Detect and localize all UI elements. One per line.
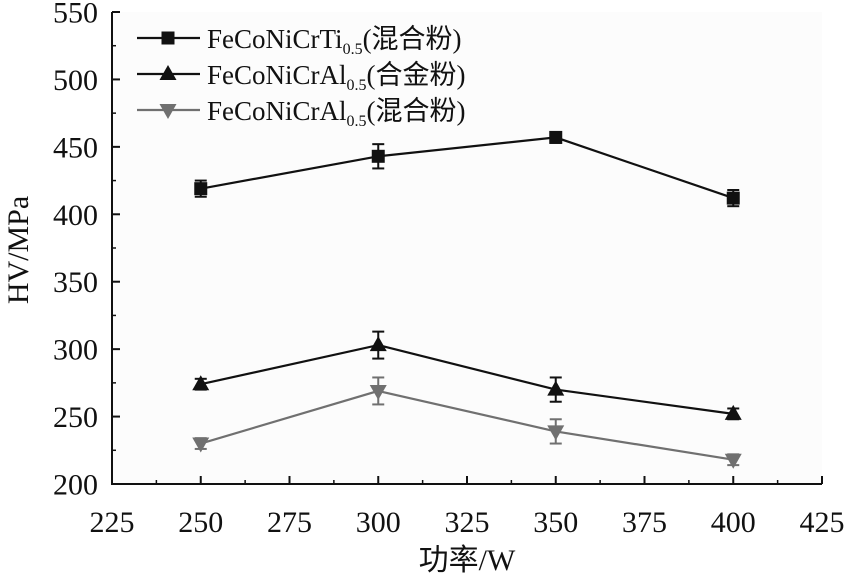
y-tick-label: 250 — [53, 401, 98, 434]
legend-label-subscript: 0.5 — [347, 113, 367, 130]
legend-label-suffix: (合金粉) — [367, 60, 466, 90]
legend-label-suffix: (混合粉) — [363, 24, 462, 54]
x-tick-label: 425 — [800, 506, 845, 539]
y-tick-label: 550 — [53, 0, 98, 30]
series-line — [200, 136, 734, 200]
legend-marker — [159, 65, 177, 80]
series-line — [200, 389, 734, 461]
x-tick-label: 375 — [622, 506, 667, 539]
x-axis-label: 功率/W — [419, 544, 516, 577]
data-point-marker — [724, 404, 742, 420]
data-point-marker — [549, 130, 563, 144]
plot-area — [112, 12, 822, 484]
x-tick-label: 300 — [356, 506, 401, 539]
data-point-marker — [192, 375, 210, 391]
legend-entry: FeCoNiCrAl0.5(混合粉) — [137, 96, 466, 130]
data-point-marker — [369, 384, 387, 400]
legend-entry: FeCoNiCrAl0.5(合金粉) — [137, 60, 466, 94]
legend-entry: FeCoNiCrTi0.5(混合粉) — [137, 24, 462, 58]
legend-label: FeCoNiCrTi0.5(混合粉) — [207, 24, 462, 58]
x-tick-label: 250 — [178, 506, 223, 539]
legend-label-subscript: 0.5 — [343, 41, 363, 58]
legend-marker — [161, 31, 175, 45]
legend-label-base: FeCoNiCrAl — [207, 96, 347, 126]
y-tick-label: 500 — [53, 64, 98, 97]
data-point-marker — [726, 191, 740, 205]
legend-label: FeCoNiCrAl0.5(混合粉) — [207, 96, 466, 130]
legend-label: FeCoNiCrAl0.5(合金粉) — [207, 60, 466, 94]
data-point-marker — [371, 149, 385, 163]
data-point-marker — [369, 336, 387, 352]
y-tick-label: 300 — [53, 334, 98, 367]
y-axis-label: HV/MPa — [2, 196, 35, 304]
x-tick-label: 400 — [711, 506, 756, 539]
series-line — [200, 343, 734, 415]
legend-label-subscript: 0.5 — [347, 77, 367, 94]
y-tick-label: 200 — [53, 469, 98, 502]
y-tick-label: 350 — [53, 266, 98, 299]
series-1 — [194, 130, 740, 208]
series-layer — [192, 130, 742, 469]
legend-label-base: FeCoNiCrTi — [207, 24, 343, 54]
data-point-marker — [192, 437, 210, 453]
legend-marker — [159, 104, 177, 119]
data-point-marker — [724, 453, 742, 469]
series-3 — [192, 376, 742, 469]
ticks-layer: 225 250 275 300 325 350 375 400 425 200 250 300 350 4… — [53, 0, 845, 539]
series-2 — [192, 330, 742, 421]
y-tick-label: 400 — [53, 199, 98, 232]
y-tick-label: 450 — [53, 131, 98, 164]
legend: FeCoNiCrTi0.5(混合粉)FeCoNiCrAl0.5(合金粉)FeCo… — [137, 24, 466, 130]
data-point-marker — [194, 182, 208, 196]
x-tick-label: 225 — [90, 506, 135, 539]
x-tick-label: 350 — [533, 506, 578, 539]
x-tick-label: 325 — [445, 506, 490, 539]
legend-label-base: FeCoNiCrAl — [207, 60, 347, 90]
data-point-marker — [547, 380, 565, 396]
x-tick-label: 275 — [267, 506, 312, 539]
legend-label-suffix: (混合粉) — [367, 96, 466, 126]
data-point-marker — [547, 425, 565, 441]
